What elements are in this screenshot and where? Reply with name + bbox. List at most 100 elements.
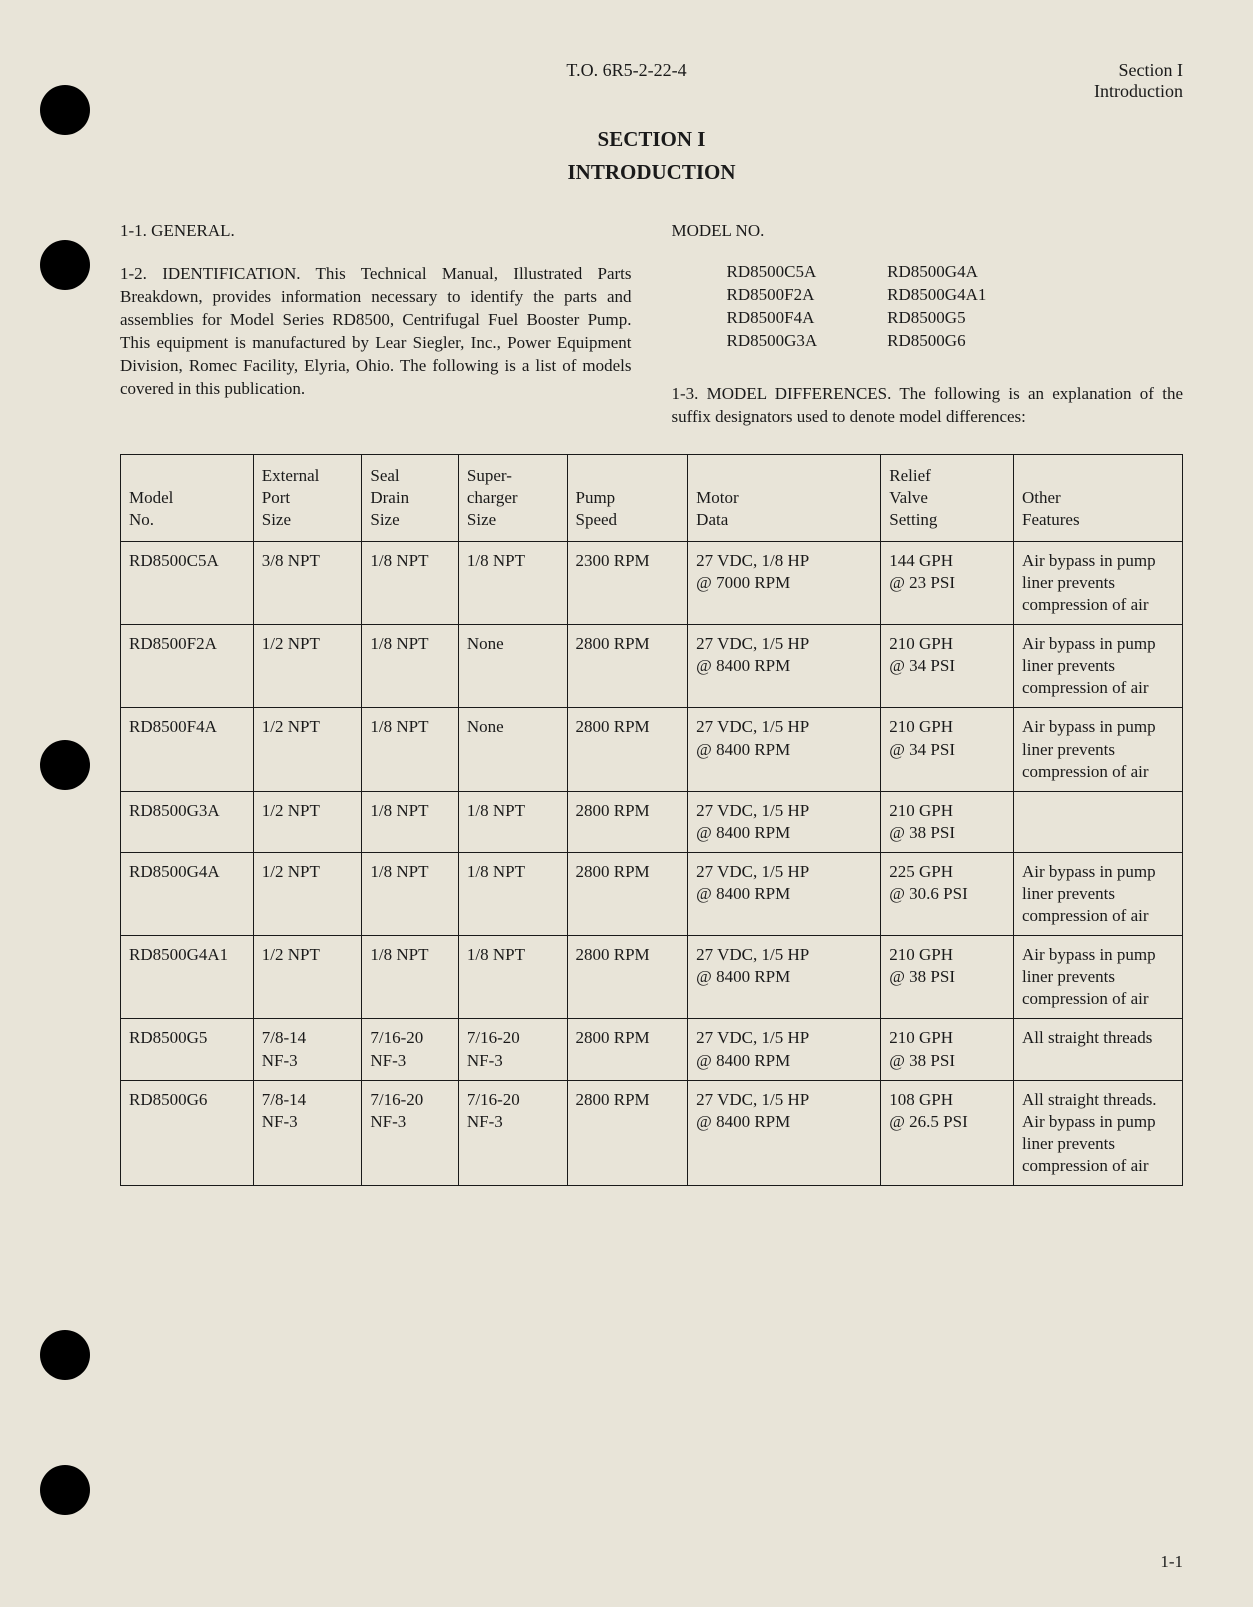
- model-no-label: MODEL NO.: [672, 220, 1184, 243]
- page-header: T.O. 6R5-2-22-4 Section I Introduction: [120, 60, 1183, 102]
- table-cell-port: 1/2 NPT: [253, 791, 362, 852]
- section-subtitle: INTRODUCTION: [120, 160, 1183, 185]
- table-cell-model: RD8500C5A: [121, 541, 254, 624]
- table-row: RD8500G67/8-14NF-37/16-20NF-37/16-20NF-3…: [121, 1080, 1183, 1185]
- table-cell-seal: 7/16-20NF-3: [362, 1080, 459, 1185]
- section-label: Section I: [1119, 60, 1184, 80]
- table-header: ModelNo.: [121, 454, 254, 541]
- table-cell-motor: 27 VDC, 1/5 HP@ 8400 RPM: [688, 936, 881, 1019]
- table-cell-super: 1/8 NPT: [458, 541, 567, 624]
- table-cell-super: 1/8 NPT: [458, 791, 567, 852]
- table-header: SealDrainSize: [362, 454, 459, 541]
- table-cell-super: 1/8 NPT: [458, 852, 567, 935]
- table-cell-motor: 27 VDC, 1/5 HP@ 8400 RPM: [688, 1019, 881, 1080]
- table-cell-seal: 1/8 NPT: [362, 708, 459, 791]
- table-row: RD8500G4A1/2 NPT1/8 NPT1/8 NPT2800 RPM27…: [121, 852, 1183, 935]
- table-cell-speed: 2800 RPM: [567, 936, 688, 1019]
- table-cell-other: Air bypass in pump liner prevents compre…: [1014, 541, 1183, 624]
- punch-hole-icon: [40, 85, 90, 135]
- table-cell-other: [1014, 791, 1183, 852]
- table-cell-seal: 1/8 NPT: [362, 541, 459, 624]
- table-cell-motor: 27 VDC, 1/5 HP@ 8400 RPM: [688, 852, 881, 935]
- table-cell-speed: 2800 RPM: [567, 791, 688, 852]
- table-header-row: ModelNo. ExternalPortSize SealDrainSize …: [121, 454, 1183, 541]
- model-table: ModelNo. ExternalPortSize SealDrainSize …: [120, 454, 1183, 1186]
- table-cell-motor: 27 VDC, 1/5 HP@ 8400 RPM: [688, 791, 881, 852]
- table-cell-motor: 27 VDC, 1/5 HP@ 8400 RPM: [688, 1080, 881, 1185]
- table-cell-port: 7/8-14NF-3: [253, 1080, 362, 1185]
- table-header: Super-chargerSize: [458, 454, 567, 541]
- table-cell-other: All straight threads. Air bypass in pump…: [1014, 1080, 1183, 1185]
- table-cell-motor: 27 VDC, 1/5 HP@ 8400 RPM: [688, 625, 881, 708]
- table-cell-speed: 2800 RPM: [567, 1019, 688, 1080]
- model-list-col-1: RD8500C5A RD8500F2A RD8500F4A RD8500G3A: [727, 261, 818, 353]
- model-item: RD8500G4A: [887, 261, 986, 284]
- table-cell-motor: 27 VDC, 1/8 HP@ 7000 RPM: [688, 541, 881, 624]
- table-cell-speed: 2800 RPM: [567, 852, 688, 935]
- table-cell-other: Air bypass in pump liner prevents compre…: [1014, 625, 1183, 708]
- table-cell-model: RD8500F2A: [121, 625, 254, 708]
- table-cell-seal: 1/8 NPT: [362, 625, 459, 708]
- table-row: RD8500F4A1/2 NPT1/8 NPTNone2800 RPM27 VD…: [121, 708, 1183, 791]
- model-item: RD8500C5A: [727, 261, 818, 284]
- table-cell-model: RD8500G5: [121, 1019, 254, 1080]
- table-cell-model: RD8500G6: [121, 1080, 254, 1185]
- punch-hole-icon: [40, 240, 90, 290]
- table-cell-relief: 225 GPH@ 30.6 PSI: [881, 852, 1014, 935]
- table-row: RD8500G57/8-14NF-37/16-20NF-37/16-20NF-3…: [121, 1019, 1183, 1080]
- model-item: RD8500G3A: [727, 330, 818, 353]
- table-cell-port: 1/2 NPT: [253, 852, 362, 935]
- table-cell-other: Air bypass in pump liner prevents compre…: [1014, 852, 1183, 935]
- table-cell-port: 1/2 NPT: [253, 936, 362, 1019]
- table-cell-other: Air bypass in pump liner prevents compre…: [1014, 708, 1183, 791]
- table-cell-seal: 7/16-20NF-3: [362, 1019, 459, 1080]
- table-header: PumpSpeed: [567, 454, 688, 541]
- doc-number: T.O. 6R5-2-22-4: [566, 60, 686, 81]
- model-list: RD8500C5A RD8500F2A RD8500F4A RD8500G3A …: [672, 261, 1184, 353]
- table-cell-relief: 210 GPH@ 38 PSI: [881, 1019, 1014, 1080]
- table-cell-port: 1/2 NPT: [253, 625, 362, 708]
- right-column: MODEL NO. RD8500C5A RD8500F2A RD8500F4A …: [672, 220, 1184, 429]
- table-cell-relief: 108 GPH@ 26.5 PSI: [881, 1080, 1014, 1185]
- table-row: RD8500G4A11/2 NPT1/8 NPT1/8 NPT2800 RPM2…: [121, 936, 1183, 1019]
- left-column: 1-1. GENERAL. 1-2. IDENTIFICATION. This …: [120, 220, 632, 429]
- table-cell-other: All straight threads: [1014, 1019, 1183, 1080]
- model-item: RD8500G4A1: [887, 284, 986, 307]
- table-cell-motor: 27 VDC, 1/5 HP@ 8400 RPM: [688, 708, 881, 791]
- table-header: ReliefValveSetting: [881, 454, 1014, 541]
- table-row: RD8500F2A1/2 NPT1/8 NPTNone2800 RPM27 VD…: [121, 625, 1183, 708]
- table-cell-relief: 210 GPH@ 38 PSI: [881, 936, 1014, 1019]
- table-cell-port: 1/2 NPT: [253, 708, 362, 791]
- model-list-col-2: RD8500G4A RD8500G4A1 RD8500G5 RD8500G6: [887, 261, 986, 353]
- table-cell-super: 7/16-20NF-3: [458, 1080, 567, 1185]
- model-item: RD8500G6: [887, 330, 986, 353]
- section-title: SECTION I: [120, 127, 1183, 152]
- punch-hole-icon: [40, 740, 90, 790]
- page-number: 1-1: [1160, 1552, 1183, 1572]
- table-cell-speed: 2800 RPM: [567, 625, 688, 708]
- table-cell-other: Air bypass in pump liner prevents compre…: [1014, 936, 1183, 1019]
- model-item: RD8500G5: [887, 307, 986, 330]
- table-cell-seal: 1/8 NPT: [362, 936, 459, 1019]
- punch-hole-icon: [40, 1330, 90, 1380]
- table-cell-relief: 144 GPH@ 23 PSI: [881, 541, 1014, 624]
- model-item: RD8500F4A: [727, 307, 818, 330]
- model-differences-para: 1-3. MODEL DIFFERENCES. The following is…: [672, 383, 1184, 429]
- content-columns: 1-1. GENERAL. 1-2. IDENTIFICATION. This …: [120, 220, 1183, 429]
- table-cell-speed: 2300 RPM: [567, 541, 688, 624]
- table-cell-seal: 1/8 NPT: [362, 791, 459, 852]
- model-item: RD8500F2A: [727, 284, 818, 307]
- table-cell-model: RD8500G4A: [121, 852, 254, 935]
- section-name: Introduction: [1094, 81, 1183, 101]
- general-heading: 1-1. GENERAL.: [120, 220, 632, 243]
- table-cell-relief: 210 GPH@ 34 PSI: [881, 708, 1014, 791]
- table-cell-relief: 210 GPH@ 34 PSI: [881, 625, 1014, 708]
- table-cell-port: 7/8-14NF-3: [253, 1019, 362, 1080]
- table-cell-model: RD8500G4A1: [121, 936, 254, 1019]
- table-cell-model: RD8500G3A: [121, 791, 254, 852]
- table-row: RD8500C5A3/8 NPT1/8 NPT1/8 NPT2300 RPM27…: [121, 541, 1183, 624]
- table-cell-super: None: [458, 625, 567, 708]
- table-cell-super: 7/16-20NF-3: [458, 1019, 567, 1080]
- table-cell-super: None: [458, 708, 567, 791]
- table-cell-speed: 2800 RPM: [567, 1080, 688, 1185]
